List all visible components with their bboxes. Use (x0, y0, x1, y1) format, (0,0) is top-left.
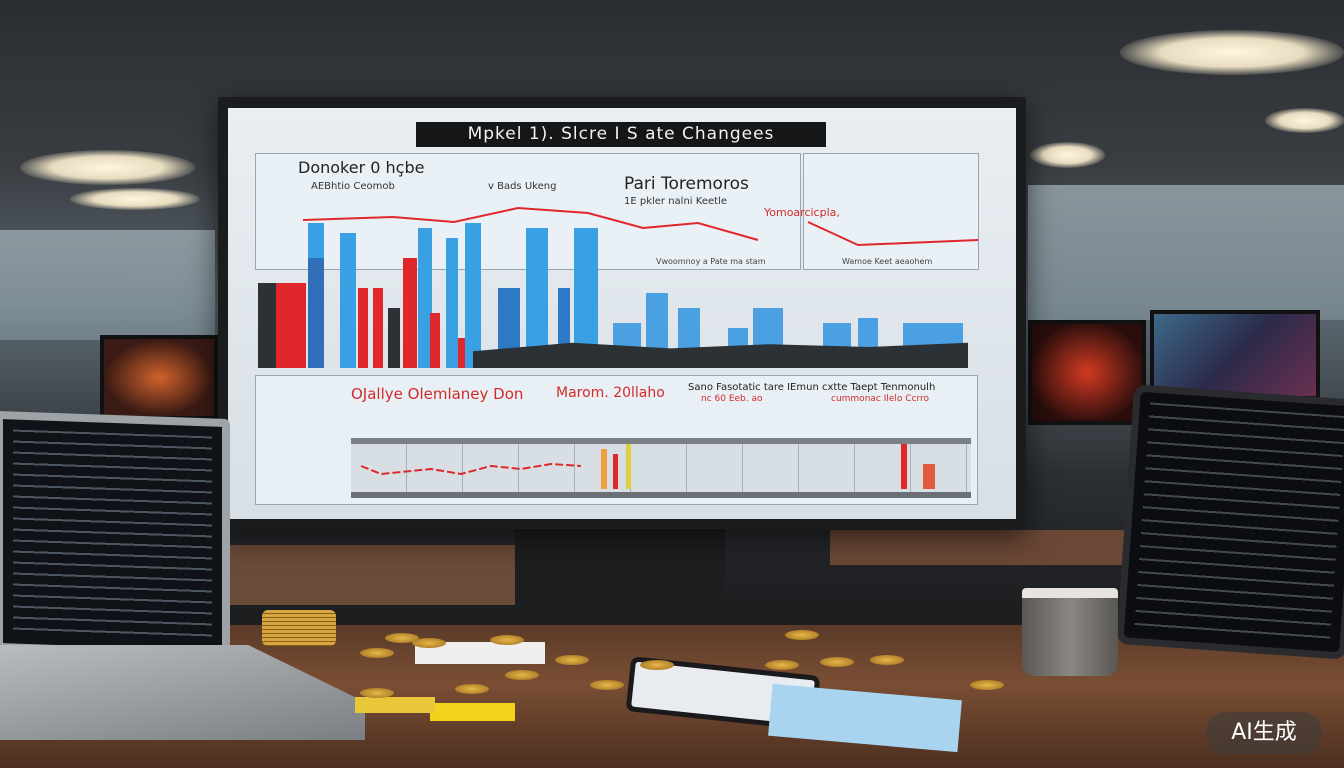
bottom-right-sub: nc 60 Eeb. ao (701, 394, 763, 404)
office-window (0, 230, 215, 340)
annotation: Yomoarcicpla, (764, 206, 840, 219)
side-chart-panel: Yomoarcicpla, Wamoe Keet aeaohem (764, 153, 979, 270)
coin (590, 680, 624, 690)
coin (970, 680, 1004, 690)
code-lines (13, 429, 212, 641)
tablet-text (1134, 402, 1344, 642)
bottom-heading: OJallye Olemlaney Don (351, 385, 524, 403)
right-subheading: 1E pkler nalni Keetle (624, 196, 727, 207)
coin (455, 684, 489, 694)
ceiling-lamp (1120, 30, 1344, 75)
timeline-line (360, 444, 935, 489)
coffee-cup (1022, 588, 1118, 676)
chart-bar (430, 313, 440, 368)
footer-note: Vwoomnoy a Pate ma stam (656, 257, 766, 266)
side-footer-note: Wamoe Keet aeaohem (842, 257, 933, 266)
coin (870, 655, 904, 665)
coin (412, 638, 446, 648)
ai-generated-watermark: AI生成 (1206, 712, 1322, 754)
chart-bar (340, 233, 356, 368)
coin (785, 630, 819, 640)
chart-bar (458, 338, 466, 368)
ceiling-lamp (1265, 108, 1344, 133)
background-monitor (1028, 320, 1146, 425)
chart-bar (526, 228, 548, 368)
office-window (1028, 185, 1344, 320)
coin (640, 660, 674, 670)
ceiling-lamp (20, 150, 195, 185)
coin (360, 648, 394, 658)
ceiling-lamp (1030, 142, 1105, 168)
trend-line (302, 206, 978, 247)
coin (765, 660, 799, 670)
chart-bar (373, 288, 383, 368)
background-desk (830, 530, 1130, 565)
bottom-right-text: Sano Fasotatic tare IEmun cxtte Taept Te… (688, 382, 936, 393)
paper-receipt (415, 642, 545, 664)
right-heading: Pari Toremoros (624, 174, 749, 194)
coin (385, 633, 419, 643)
tablet (1116, 384, 1344, 660)
coin (555, 655, 589, 665)
legend-label: v Bads Ukeng (488, 181, 557, 192)
ceiling-lamp (70, 188, 200, 210)
background-monitor (100, 335, 218, 420)
laptop-screen (0, 410, 230, 660)
panel-subheading: AEBhtio Ceomob (311, 181, 395, 192)
bar-chart (258, 200, 978, 368)
monitor-stand (515, 528, 725, 628)
chart-bar (358, 288, 368, 368)
coin (360, 688, 394, 698)
sticky-note (355, 697, 435, 713)
timeline-chart (351, 438, 971, 498)
bottom-right-sub2: cummonac Ilelo Ccrro (831, 394, 930, 404)
coin-stack (262, 610, 336, 646)
chart-bar (446, 238, 458, 368)
chart-bar (276, 283, 306, 368)
bottom-chart-panel: OJallye Olemlaney Don Marom. 20llaho San… (255, 375, 978, 505)
chart-bar (465, 223, 481, 368)
coin (490, 635, 524, 645)
area-band (473, 342, 968, 368)
bottom-subheading: Marom. 20llaho (556, 385, 665, 401)
coin (820, 657, 854, 667)
chart-bar (388, 308, 400, 368)
background-desk (220, 545, 515, 605)
coin (505, 670, 539, 680)
chart-bar (418, 228, 432, 368)
dashboard-title: Mpkel 1). Slcre I S ate Changees (416, 122, 826, 147)
chart-bar (308, 258, 324, 368)
sticky-note (430, 703, 515, 721)
panel-heading: Donoker 0 hçbe (298, 158, 425, 177)
chart-bar (403, 258, 417, 368)
